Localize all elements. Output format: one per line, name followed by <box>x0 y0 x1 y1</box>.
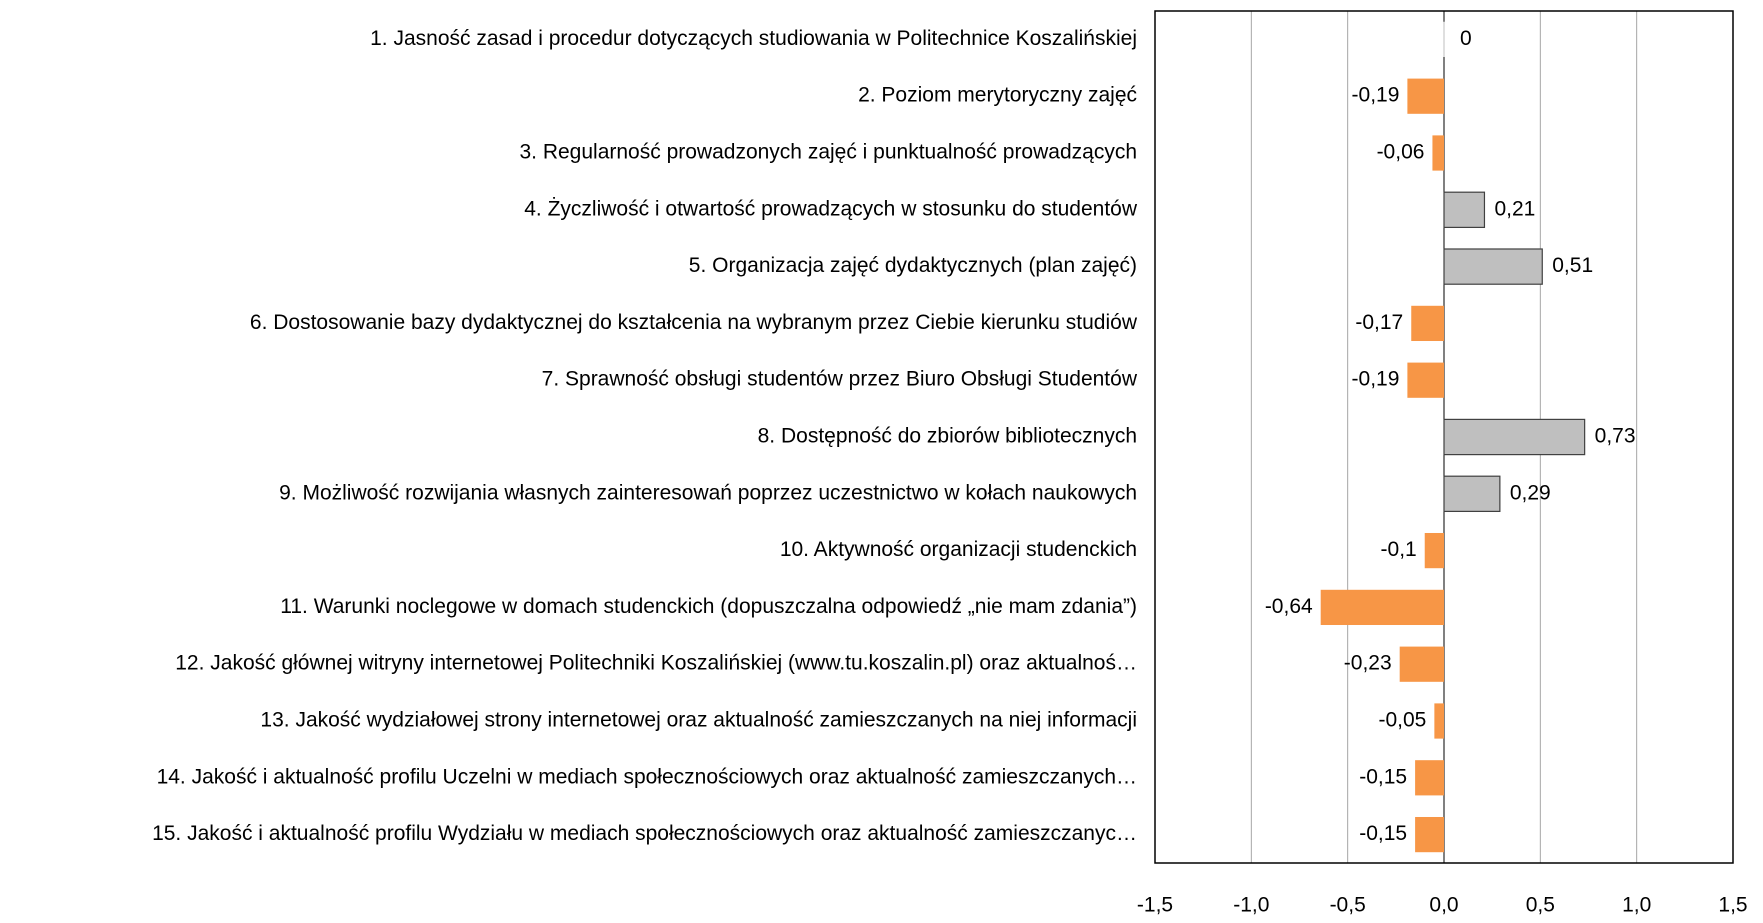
bar <box>1424 532 1444 569</box>
value-label: 0,73 <box>1595 425 1636 448</box>
bar <box>1320 589 1444 626</box>
bar <box>1443 191 1486 229</box>
x-tick-label: 1,5 <box>1718 894 1747 917</box>
value-label: -0,15 <box>1359 822 1407 845</box>
bar <box>1443 248 1543 285</box>
bar <box>1415 816 1444 853</box>
category-label: 6. Dostosowanie bazy dydaktycznej do ksz… <box>250 311 1138 334</box>
x-tick-label: -1,0 <box>1233 894 1269 917</box>
value-label: -0,19 <box>1352 84 1400 107</box>
bar <box>1443 418 1586 456</box>
value-label: 0,51 <box>1552 254 1593 277</box>
category-label: 13. Jakość wydziałowej strony internetow… <box>260 709 1137 732</box>
bar <box>1399 646 1444 682</box>
x-tick-label: -1,5 <box>1137 894 1173 917</box>
bar <box>1407 78 1444 114</box>
x-tick-label: 0,5 <box>1526 894 1555 917</box>
category-label: 15. Jakość i aktualność profilu Wydziału… <box>152 822 1137 845</box>
category-label: 1. Jasność zasad i procedur dotyczących … <box>370 27 1137 50</box>
category-label: 7. Sprawność obsługi studentów przez Biu… <box>542 368 1138 391</box>
value-label: -0,15 <box>1359 765 1407 788</box>
category-label: 5. Organizacja zajęć dydaktycznych (plan… <box>689 254 1137 277</box>
bar <box>1407 362 1444 398</box>
bar <box>1432 135 1444 171</box>
value-label: 0,29 <box>1510 481 1551 504</box>
category-label: 12. Jakość głównej witryny internetowej … <box>175 652 1137 675</box>
value-label: -0,64 <box>1265 595 1313 618</box>
value-label: 0,21 <box>1494 197 1535 220</box>
value-label: -0,06 <box>1377 141 1425 164</box>
value-label: -0,19 <box>1352 368 1400 391</box>
x-tick-label: -0,5 <box>1330 894 1366 917</box>
category-label: 10. Aktywność organizacji studenckich <box>780 538 1137 561</box>
value-label: -0,17 <box>1355 311 1403 334</box>
category-label: 8. Dostępność do zbiorów bibliotecznych <box>758 425 1137 448</box>
category-label: 11. Warunki noclegowe w domach studencki… <box>280 595 1137 618</box>
x-tick-label: 1,0 <box>1622 894 1651 917</box>
bar <box>1443 475 1501 513</box>
category-label: 9. Możliwość rozwijania własnych zainter… <box>279 481 1137 504</box>
value-label: -0,1 <box>1381 538 1417 561</box>
value-label: -0,05 <box>1378 709 1426 732</box>
value-label: 0 <box>1460 27 1472 50</box>
category-label: 2. Poziom merytoryczny zajęć <box>858 84 1137 107</box>
x-tick-label: 0,0 <box>1429 894 1458 917</box>
category-label: 14. Jakość i aktualność profilu Uczelni … <box>157 765 1137 788</box>
bar <box>1415 760 1444 796</box>
bar <box>1411 305 1444 342</box>
category-label: 4. Życzliwość i otwartość prowadzących w… <box>524 197 1138 220</box>
bar <box>1434 703 1444 739</box>
category-label: 3. Regularność prowadzonych zajęć i punk… <box>519 141 1137 164</box>
value-label: -0,23 <box>1344 652 1392 675</box>
